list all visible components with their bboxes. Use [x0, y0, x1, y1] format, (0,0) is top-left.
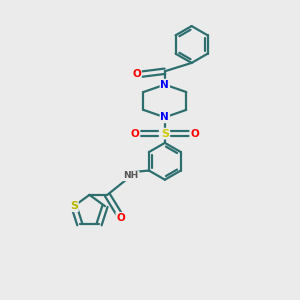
Text: O: O [132, 69, 141, 79]
Text: S: S [70, 201, 78, 211]
Text: NH: NH [123, 171, 139, 180]
Text: O: O [131, 129, 140, 139]
Text: O: O [116, 213, 125, 223]
Text: N: N [160, 112, 169, 122]
Text: S: S [161, 129, 169, 139]
Text: N: N [160, 80, 169, 90]
Text: O: O [190, 129, 199, 139]
